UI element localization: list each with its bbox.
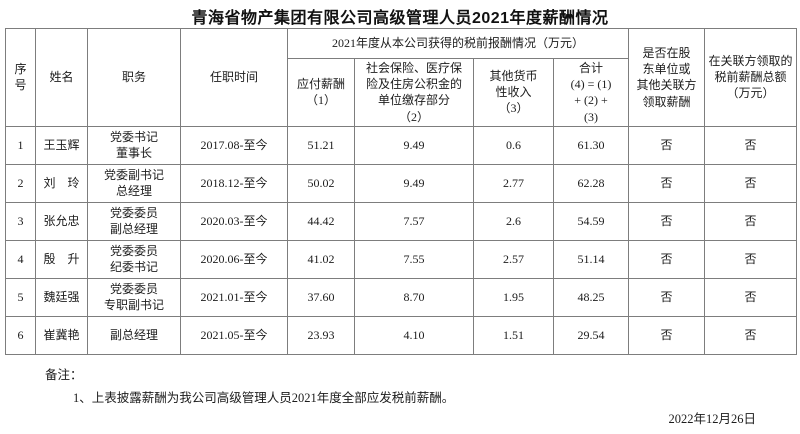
table-row: 1 王玉辉 党委书记 董事长 2017.08-至今 51.21 9.49 0.6… — [5, 125, 798, 165]
cell-total: 54.59 — [552, 201, 630, 241]
cell-total: 51.14 — [552, 239, 630, 279]
cell-total: 48.25 — [552, 277, 630, 317]
cell-tenure: 2020.06-至今 — [180, 239, 288, 279]
note-item-1: 1、上表披露薪酬为我公司高级管理人员2021年度全部应发税前薪酬。 — [73, 391, 455, 405]
cell-name: 刘 玲 — [35, 163, 88, 203]
cell-name: 魏廷强 — [35, 277, 88, 317]
cell-salary: 41.02 — [287, 239, 355, 279]
cell-name: 崔冀艳 — [35, 315, 88, 355]
cell-tenure: 2017.08-至今 — [180, 125, 288, 165]
cell-related-amount: 否 — [704, 201, 798, 241]
cell-insurance: 4.10 — [354, 315, 474, 355]
cell-other: 2.6 — [473, 201, 554, 241]
header-related-party-flag: 是否在股 东单位或 其他关联方 领取薪酬 — [628, 28, 706, 127]
cell-name: 张允忠 — [35, 201, 88, 241]
header-total: 合计 (4) = (1) + (2) + (3) — [552, 58, 630, 127]
cell-seq: 4 — [5, 239, 36, 279]
cell-tenure: 2021.01-至今 — [180, 277, 288, 317]
table-row: 4 殷 升 党委委员 纪委书记 2020.06-至今 41.02 7.55 2.… — [5, 239, 798, 279]
document-date: 2022年12月26日 — [668, 412, 756, 426]
cell-insurance: 7.57 — [354, 201, 474, 241]
cell-total: 62.28 — [552, 163, 630, 203]
table-row: 2 刘 玲 党委副书记 总经理 2018.12-至今 50.02 9.49 2.… — [5, 163, 798, 203]
cell-salary: 37.60 — [287, 277, 355, 317]
cell-related: 否 — [628, 239, 706, 279]
salary-table: 序 号 姓名 职务 任职时间 2021年度从本公司获得的税前报酬情况（万元） 是… — [5, 28, 798, 355]
header-name: 姓名 — [35, 28, 88, 127]
cell-seq: 3 — [5, 201, 36, 241]
cell-salary: 51.21 — [287, 125, 355, 165]
cell-other: 2.57 — [473, 239, 554, 279]
header-salary-payable: 应付薪酬 （1） — [287, 58, 355, 127]
notes-label: 备注： — [45, 368, 83, 382]
cell-tenure: 2020.03-至今 — [180, 201, 288, 241]
cell-related: 否 — [628, 125, 706, 165]
cell-seq: 2 — [5, 163, 36, 203]
cell-tenure: 2018.12-至今 — [180, 163, 288, 203]
table-row: 5 魏廷强 党委委员 专职副书记 2021.01-至今 37.60 8.70 1… — [5, 277, 798, 317]
cell-salary: 44.42 — [287, 201, 355, 241]
cell-other: 2.77 — [473, 163, 554, 203]
cell-insurance: 8.70 — [354, 277, 474, 317]
cell-related-amount: 否 — [704, 277, 798, 317]
header-tenure: 任职时间 — [180, 28, 288, 127]
cell-other: 1.51 — [473, 315, 554, 355]
cell-position: 党委委员 专职副书记 — [87, 277, 181, 317]
cell-salary: 23.93 — [287, 315, 355, 355]
cell-seq: 6 — [5, 315, 36, 355]
cell-name: 王玉辉 — [35, 125, 88, 165]
table-row: 3 张允忠 党委委员 副总经理 2020.03-至今 44.42 7.57 2.… — [5, 201, 798, 241]
cell-related-amount: 否 — [704, 163, 798, 203]
cell-tenure: 2021.05-至今 — [180, 315, 288, 355]
cell-insurance: 9.49 — [354, 125, 474, 165]
cell-related: 否 — [628, 163, 706, 203]
cell-position: 党委书记 董事长 — [87, 125, 181, 165]
header-other-income: 其他货币 性收入 （3） — [473, 58, 554, 127]
cell-position: 党委委员 副总经理 — [87, 201, 181, 241]
header-seq: 序 号 — [5, 28, 36, 127]
cell-salary: 50.02 — [287, 163, 355, 203]
cell-total: 61.30 — [552, 125, 630, 165]
cell-other: 1.95 — [473, 277, 554, 317]
cell-seq: 1 — [5, 125, 36, 165]
cell-related: 否 — [628, 277, 706, 317]
table-row: 6 崔冀艳 副总经理 2021.05-至今 23.93 4.10 1.51 29… — [5, 315, 798, 355]
cell-name: 殷 升 — [35, 239, 88, 279]
cell-position: 党委委员 纪委书记 — [87, 239, 181, 279]
cell-insurance: 7.55 — [354, 239, 474, 279]
cell-total: 29.54 — [552, 315, 630, 355]
cell-related: 否 — [628, 201, 706, 241]
header-related-party-amount: 在关联方领取的 税前薪酬总额 （万元） — [704, 28, 798, 127]
header-position: 职务 — [87, 28, 181, 127]
header-insurance: 社会保险、医疗保 险及住房公积金的 单位缴存部分 （2） — [354, 58, 474, 127]
cell-position: 副总经理 — [87, 315, 181, 355]
page-title: 青海省物产集团有限公司高级管理人员2021年度薪酬情况 — [191, 10, 609, 27]
notes-block: 备注： 1、上表披露薪酬为我公司高级管理人员2021年度全部应发税前薪酬。 — [45, 364, 454, 406]
header-group-pretax: 2021年度从本公司获得的税前报酬情况（万元） — [286, 28, 630, 59]
cell-other: 0.6 — [473, 125, 554, 165]
cell-related-amount: 否 — [704, 239, 798, 279]
cell-related: 否 — [628, 315, 706, 355]
cell-insurance: 9.49 — [354, 163, 474, 203]
cell-seq: 5 — [5, 277, 36, 317]
cell-related-amount: 否 — [704, 125, 798, 165]
cell-position: 党委副书记 总经理 — [87, 163, 181, 203]
cell-related-amount: 否 — [704, 315, 798, 355]
